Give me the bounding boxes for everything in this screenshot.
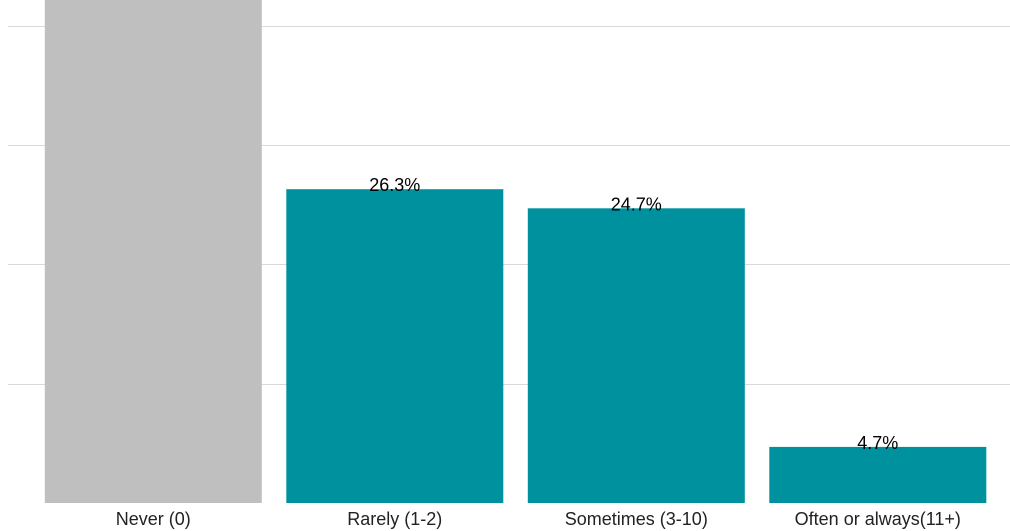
bar-value-label: 26.3% bbox=[369, 175, 420, 195]
bar bbox=[769, 446, 987, 503]
bar bbox=[527, 208, 745, 504]
value-labels: 44.3%26.3%24.7%4.7% bbox=[369, 175, 898, 453]
x-axis-tick-labels: Never (0) Rarely (1-2) Sometimes (3-10) Oft… bbox=[116, 509, 961, 529]
bar-value-label: 24.7% bbox=[611, 194, 662, 214]
bar bbox=[44, 0, 262, 503]
bar bbox=[286, 189, 504, 503]
x-tick-label: Never (0) bbox=[116, 509, 191, 529]
bars bbox=[44, 0, 987, 504]
bar-value-label: 4.7% bbox=[857, 433, 898, 453]
x-tick-label: Often or always(11+) bbox=[795, 509, 961, 529]
x-tick-label: Rarely (1-2) bbox=[347, 509, 442, 529]
x-tick-label: Sometimes (3-10) bbox=[565, 509, 708, 529]
